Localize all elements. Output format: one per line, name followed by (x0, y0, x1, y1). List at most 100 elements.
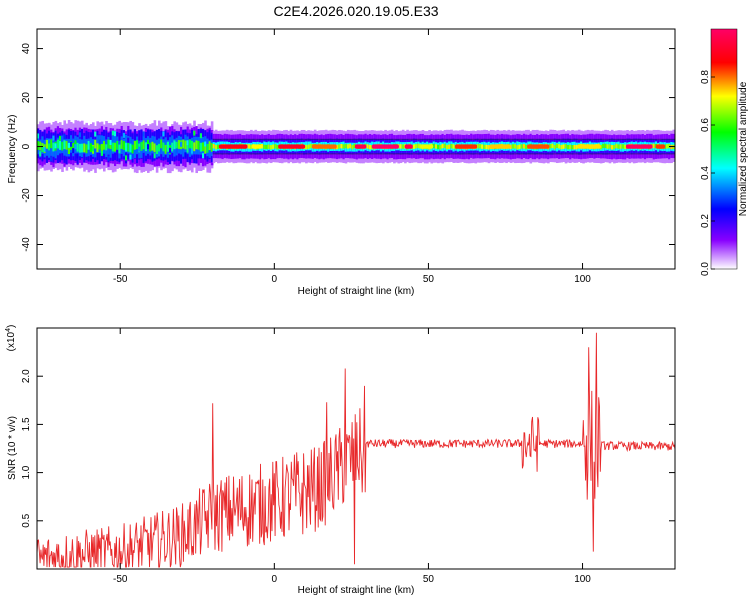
heatmap-cell (109, 139, 113, 145)
heatmap-cell (184, 152, 188, 158)
heatmap-cell (149, 142, 152, 152)
heatmap-cell (518, 144, 522, 149)
heatmap-cell (340, 143, 343, 149)
heatmap-cell (63, 140, 66, 150)
heatmap-cell (129, 154, 133, 160)
heatmap-cell (368, 144, 372, 150)
heatmap-cell (48, 138, 52, 144)
snr-multiplier: (x104) (5, 325, 17, 352)
snr-y-tick-label: 1.5 (21, 417, 32, 431)
heatmap-cell (485, 144, 489, 150)
spectrogram-panel: -50 0 50 100 -40 -20 0 20 40 Height of straight… (7, 28, 676, 297)
snr-plot-frame (36, 327, 676, 570)
heatmap-cell (122, 141, 126, 150)
heatmap-cell (208, 141, 212, 151)
heatmap-cell (274, 144, 277, 149)
heatmap-cell (129, 143, 132, 153)
spectrogram-y-tick-label: -20 (21, 188, 32, 203)
heatmap-cell (564, 144, 568, 149)
heatmap-cell (349, 143, 352, 149)
heatmap-cell (153, 153, 157, 159)
svg-text:(x104): (x104) (5, 325, 17, 352)
heatmap-cell (169, 147, 173, 153)
snr-panel: -50 0 50 100 0.5 1.0 1.5 2.0 Height of straigh… (5, 325, 676, 596)
heatmap-cell (138, 146, 142, 152)
heatmap-cell (520, 144, 524, 149)
colorbar-label: Normalized spectral amplitude (738, 81, 749, 216)
heatmap-cell (305, 144, 308, 150)
heatmap-cell (206, 143, 209, 153)
snr-multiplier-exp: 4 (5, 328, 12, 332)
heatmap-cell (344, 143, 348, 149)
heatmap-cell (107, 139, 110, 149)
heatmap-cell (160, 139, 163, 149)
spectrogram-y-tick-label: 0 (21, 143, 32, 149)
heatmap-cell (59, 135, 63, 141)
colorbar-ticks: 0.0 0.2 0.4 0.6 0.8 (700, 70, 715, 276)
heatmap-cell (250, 144, 253, 149)
heatmap-cell (182, 139, 185, 149)
heatmap-cell (85, 144, 88, 154)
heatmap-cell (94, 139, 97, 149)
heatmap-cell (606, 144, 610, 149)
heatmap-cell (193, 130, 197, 136)
heatmap-cell (125, 142, 128, 152)
spectrogram-x-ticks: -50 0 50 100 (113, 29, 591, 285)
heatmap-peak (454, 144, 478, 149)
heatmap-cell (166, 142, 170, 152)
heatmap-cell (96, 143, 99, 153)
heatmap-cell (214, 144, 218, 150)
heatmap-cell (98, 139, 102, 145)
heatmap-cell (571, 145, 574, 150)
heatmap-cell (604, 143, 607, 149)
heatmap-cell (175, 141, 179, 151)
heatmap-cell (131, 154, 135, 160)
heatmap-peak (404, 144, 413, 149)
spectrogram-x-axis-label: Height of straight line (km) (298, 286, 415, 297)
heatmap-cell (366, 144, 370, 149)
heatmap-cell (67, 145, 71, 154)
heatmap-cell (105, 144, 108, 154)
heatmap-cell (92, 146, 96, 152)
heatmap-cell (153, 143, 157, 153)
heatmap-cell (417, 143, 420, 149)
heatmap-cell (72, 142, 75, 152)
heatmap-cell (573, 144, 577, 150)
colorbar-tick-label: 0.0 (700, 262, 711, 276)
heatmap-cell (412, 144, 416, 149)
heatmap-cell (553, 144, 557, 150)
heatmap-cell (204, 141, 208, 147)
snr-y-axis-label: SNR (10 * v/v) (7, 416, 18, 480)
heatmap-cell (199, 142, 203, 152)
heatmap-peak (371, 144, 399, 149)
heatmap-cell (353, 143, 357, 149)
heatmap-cell (613, 144, 616, 150)
heatmap-cell (59, 141, 62, 150)
heatmap-cell (188, 139, 192, 149)
figure-title: C2E4.2026.020.19.05.E33 (273, 3, 438, 19)
heatmap-cell (399, 144, 403, 149)
heatmap-cell (52, 135, 56, 141)
spectrogram-x-tick-label: 100 (574, 274, 591, 285)
heatmap-peak (311, 144, 337, 149)
heatmap-cell (142, 131, 146, 137)
heatmap-cell (173, 140, 176, 150)
heatmap-cell (116, 140, 119, 150)
heatmap-cell (180, 141, 184, 147)
heatmap-cell (509, 144, 513, 150)
heatmap-cell (94, 131, 98, 137)
spectrogram-y-ticks: -40 -20 0 20 40 (21, 43, 675, 252)
heatmap-peak (625, 144, 653, 149)
heatmap-cell (217, 144, 220, 149)
heatmap-cell (162, 142, 165, 152)
heatmap-peak (420, 144, 434, 149)
heatmap-peak (527, 144, 550, 149)
heatmap-cell (61, 141, 64, 151)
heatmap-cell (338, 144, 341, 149)
heatmap-cell (116, 149, 120, 155)
heatmap-cell (74, 144, 78, 150)
spectrogram-y-axis-label: Frequency (Hz) (7, 115, 18, 184)
heatmap-cell (351, 144, 354, 150)
heatmap-cell (197, 140, 201, 150)
